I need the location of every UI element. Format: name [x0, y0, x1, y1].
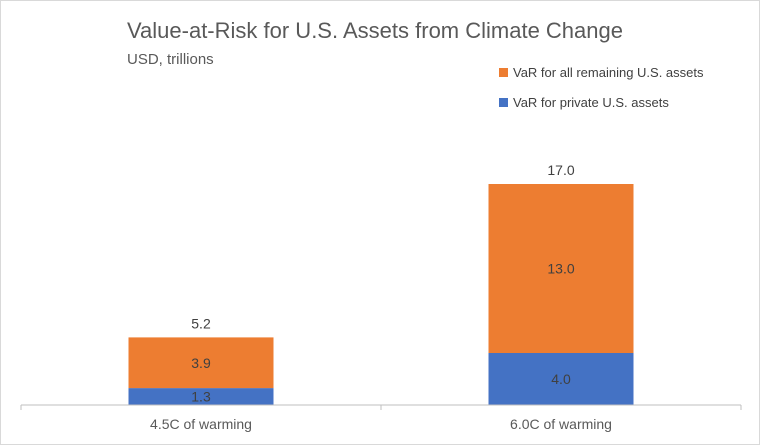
total-value-label: 17.0: [547, 162, 574, 178]
bars-group: 1.3 3.9 5.2 4.0 13.0 17.0: [128, 162, 634, 405]
chart-title: Value-at-Risk for U.S. Assets from Clima…: [127, 18, 623, 43]
segment-value-label: 13.0: [547, 261, 574, 277]
legend: VaR for all remaining U.S. assets VaR for…: [499, 65, 704, 110]
legend-label: VaR for all remaining U.S. assets: [513, 65, 704, 80]
legend-swatch: [499, 68, 508, 77]
segment-value-label: 3.9: [191, 355, 211, 371]
legend-label: VaR for private U.S. assets: [513, 95, 669, 110]
bar-segment: [488, 353, 634, 405]
chart-subtitle: USD, trillions: [127, 51, 214, 68]
bar-segment: [128, 388, 274, 405]
legend-swatch: [499, 98, 508, 107]
x-axis: 4.5C of warming 6.0C of warming: [20, 404, 742, 432]
segment-value-label: 4.0: [551, 371, 571, 387]
x-tick-label: 4.5C of warming: [150, 416, 252, 432]
x-tick-label: 6.0C of warming: [510, 416, 612, 432]
bar-segment: [128, 337, 274, 389]
total-value-label: 5.2: [191, 315, 211, 331]
segment-value-label: 1.3: [191, 389, 211, 405]
bar-segment: [488, 184, 634, 353]
